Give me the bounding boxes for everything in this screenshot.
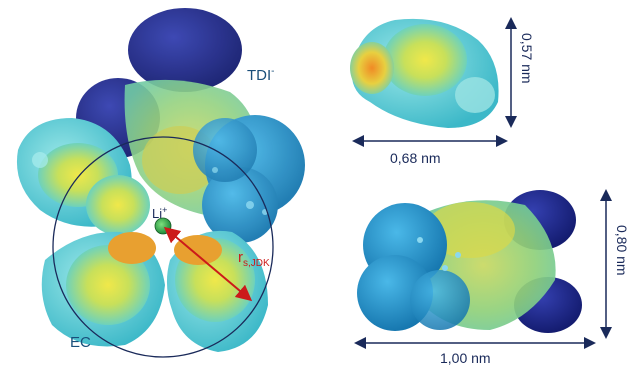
ec-label-left: EC (70, 334, 91, 351)
solvation-shell-circle (52, 136, 274, 358)
ec-width-label: 0,68 nm (390, 150, 441, 166)
ec-height-label: 0,57 nm (519, 33, 535, 84)
ec-molecule-upper-left (16, 118, 150, 235)
tdi-width-label: 1,00 nm (440, 350, 491, 366)
ec-molecule-lower-right (166, 230, 268, 352)
tdi-label-left: TDI- (247, 66, 275, 84)
ec-molecule-right (350, 18, 499, 128)
tdi-anion-right (357, 190, 582, 333)
li-label: Li+ (152, 205, 167, 221)
radius-arrow (163, 226, 253, 302)
li-solvation-cluster (16, 8, 305, 358)
tdi-anion-surface-left (76, 8, 305, 243)
radius-label: rs,JDK (238, 249, 270, 269)
ec-molecule-lower-left (41, 231, 165, 347)
tdi-height-label: 0,80 nm (614, 225, 630, 276)
